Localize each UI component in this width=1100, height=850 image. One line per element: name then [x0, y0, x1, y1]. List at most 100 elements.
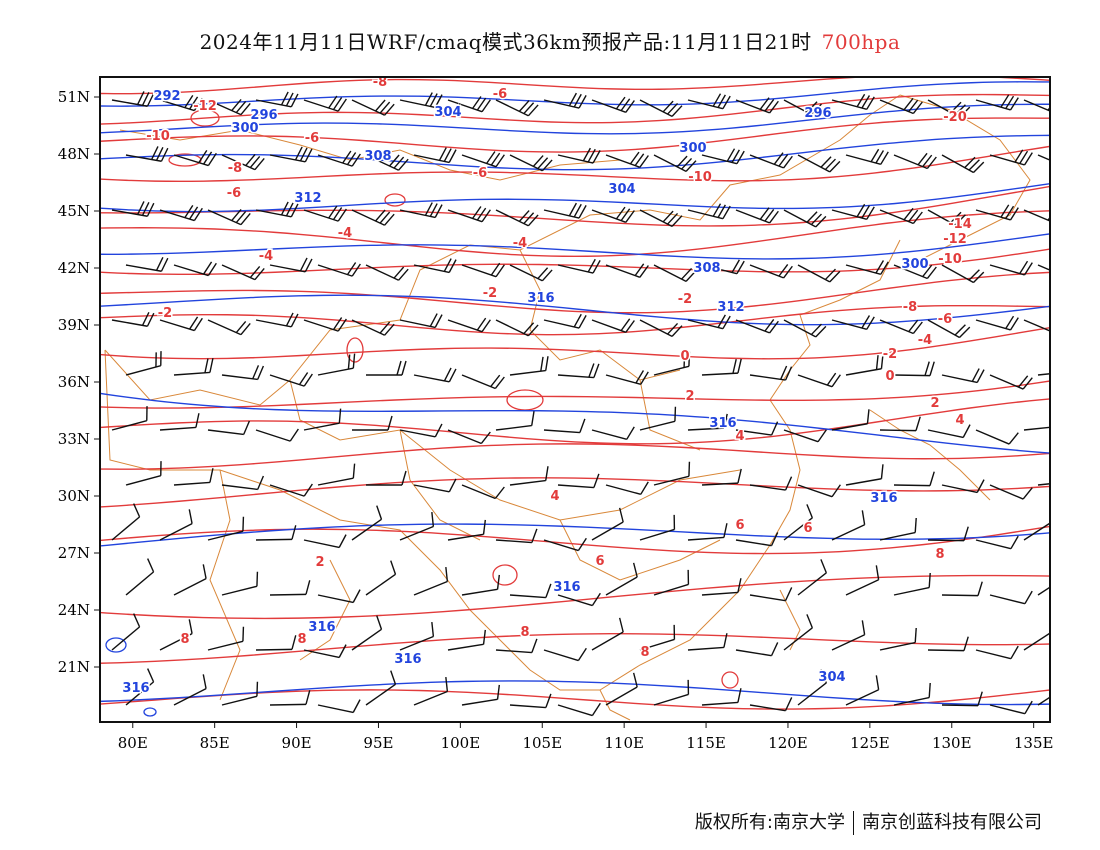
border-line: [104, 94, 901, 406]
wind-barb: [1037, 264, 1050, 280]
temperature-contour: [100, 380, 1050, 409]
geopotential-label: 312: [294, 191, 321, 206]
wind-barb: [461, 574, 501, 596]
wind-barb: [687, 203, 731, 220]
wind-barb: [269, 690, 311, 706]
wind-barb: [701, 358, 742, 376]
geopotential-label: 316: [553, 580, 580, 595]
wind-barb: [975, 94, 1019, 111]
border-line: [299, 559, 351, 661]
wind-barb: [495, 209, 539, 227]
wind-barb: [845, 464, 884, 486]
lon-tick-label: 135E: [1014, 734, 1054, 752]
border-line: [559, 519, 721, 581]
wind-barb: [447, 429, 491, 445]
lon-tick-label: 105E: [522, 734, 562, 752]
geopotential-contour: [100, 392, 1050, 454]
wind-barb: [879, 319, 923, 335]
wind-barb: [927, 99, 971, 119]
temperature-label: -8: [228, 161, 242, 176]
wind-barb: [927, 526, 969, 542]
wind-barb: [591, 507, 624, 541]
wind-barb: [461, 374, 505, 390]
wind-barb: [797, 484, 841, 498]
wind-barb: [125, 256, 169, 272]
temperature-label: 8: [180, 632, 189, 647]
wind-barb: [687, 93, 731, 110]
wind-barb: [639, 99, 683, 117]
wind-barb: [447, 206, 491, 223]
temperature-label: 4: [550, 489, 559, 504]
wind-barb: [831, 315, 875, 330]
wind-barb: [317, 150, 361, 167]
wind-barb: [557, 473, 600, 489]
wind-barb: [255, 312, 299, 328]
wind-barb: [351, 615, 383, 651]
wind-barb: [509, 356, 549, 376]
wind-barb: [557, 147, 601, 164]
wind-barb: [365, 560, 397, 596]
wind-barb: [269, 257, 313, 273]
temperature-contour-loop: [506, 389, 544, 411]
wind-barb: [845, 565, 880, 596]
wind-barb: [591, 96, 635, 113]
wind-barb: [207, 420, 251, 436]
wind-barb: [893, 572, 931, 596]
wind-barb: [125, 146, 169, 162]
border-line: [289, 379, 741, 521]
lat-tick-label: 51N: [58, 88, 90, 106]
wind-barb: [653, 461, 691, 486]
wind-barb: [941, 264, 985, 284]
wind-barb: [269, 372, 313, 387]
wind-barb: [399, 92, 443, 109]
temperature-label: -6: [305, 131, 319, 146]
map-frame: [99, 76, 1051, 723]
wind-barb: [1037, 574, 1050, 596]
wind-barb: [303, 644, 347, 659]
wind-barb: [845, 675, 880, 706]
temperature-label: 0: [680, 349, 689, 364]
wind-barb: [207, 319, 251, 336]
wind-barb: [1023, 425, 1050, 431]
wind-barb: [317, 589, 361, 604]
wind-barb: [831, 510, 866, 541]
wind-barb: [797, 559, 828, 596]
wind-barb: [605, 562, 638, 596]
wind-barb: [317, 353, 356, 376]
copyright: 版权所有:南京大学 南京创蓝科技有限公司: [695, 808, 1042, 835]
temperature-contour: [100, 633, 1050, 664]
lon-tick-label: 80E: [118, 734, 148, 752]
wind-barb: [687, 523, 728, 541]
wind-barb: [893, 264, 937, 280]
wind-barb: [365, 264, 409, 281]
geopotential-label: 300: [231, 121, 258, 136]
temperature-contour: [100, 210, 1050, 258]
lat-tick-label: 24N: [58, 601, 90, 619]
wind-barb: [447, 317, 491, 333]
wind-barb: [831, 620, 866, 651]
wind-barb: [831, 409, 870, 431]
wind-barb: [639, 209, 683, 227]
wind-barb: [207, 516, 245, 541]
wind-barb: [269, 580, 311, 596]
wind-barb: [317, 699, 361, 714]
wind-barb: [653, 154, 697, 172]
wind-barb: [735, 97, 779, 114]
wind-barb: [173, 150, 217, 167]
wind-barb: [543, 418, 586, 434]
wind-barb: [159, 413, 200, 431]
wind-barb: [941, 581, 983, 597]
geopotential-label: 296: [250, 108, 277, 123]
wind-barb: [269, 146, 313, 163]
wind-barb: [797, 669, 828, 706]
wind-barb: [605, 263, 649, 278]
wind-barb: [447, 629, 487, 651]
wind-barb: [687, 633, 728, 651]
wind-barb: [735, 319, 779, 334]
wind-barb: [591, 318, 635, 333]
wind-barb: [735, 421, 779, 436]
wind-barb: [893, 682, 931, 706]
geopotential-contour: [100, 134, 1050, 171]
